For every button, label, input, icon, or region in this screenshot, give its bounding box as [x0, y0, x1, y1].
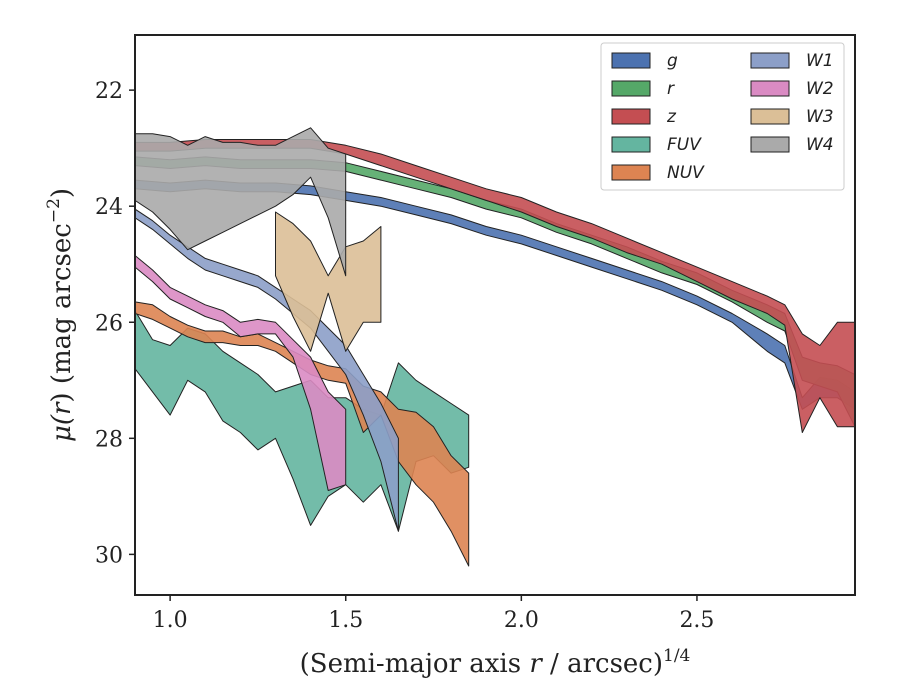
x-tick-label: 1.0: [153, 608, 188, 633]
band-r: [135, 156, 855, 428]
legend-swatch: [750, 80, 790, 97]
legend-swatch: [611, 52, 651, 69]
legend-box: [600, 42, 845, 191]
band-w4: [135, 127, 347, 277]
legend-label: NUV: [667, 163, 705, 183]
y-tick-label: 28: [95, 427, 123, 452]
x-tick-label: 2.0: [504, 608, 539, 633]
legend-swatch: [750, 136, 790, 153]
x-tick-label: 2.5: [679, 608, 714, 633]
legend-label: W4: [806, 135, 834, 155]
y-tick-label: 24: [95, 195, 123, 220]
band-g: [135, 179, 855, 410]
legend-label: g: [667, 51, 678, 71]
legend-label: W1: [806, 51, 834, 71]
x-axis-label: (Semi-major axis r / arcsec)1/4: [300, 646, 691, 679]
legend: grz FUV NUV W1 W2 W3 W4: [600, 42, 845, 191]
legend-swatch: [611, 80, 651, 97]
legend-label: FUV: [667, 135, 702, 155]
legend-label: W2: [806, 79, 834, 99]
x-axis: 1.0 1.5 2.0 2.5: [153, 595, 714, 633]
y-tick-label: 30: [95, 543, 123, 568]
legend-swatch: [750, 108, 790, 125]
legend-swatch: [611, 136, 651, 153]
band-w1: [135, 208, 399, 532]
y-tick-label: 22: [95, 79, 123, 104]
y-tick-label: 26: [95, 311, 123, 336]
band-w3: [275, 211, 382, 352]
legend-label: W3: [806, 107, 834, 127]
band-z: [135, 139, 855, 433]
band-w2: [135, 255, 347, 491]
legend-label: r: [667, 79, 675, 99]
legend-swatch: [611, 108, 651, 125]
legend-swatch: [750, 52, 790, 69]
legend-swatch: [611, 164, 651, 181]
plot-areas: [135, 127, 855, 567]
x-tick-label: 1.5: [328, 608, 363, 633]
plot-frame: [134, 34, 856, 596]
y-axis-label: μ(r) (mag arcsec−2): [44, 188, 77, 442]
y-axis: 22 24 26 28 30: [95, 79, 135, 568]
legend-label: z: [666, 107, 677, 127]
